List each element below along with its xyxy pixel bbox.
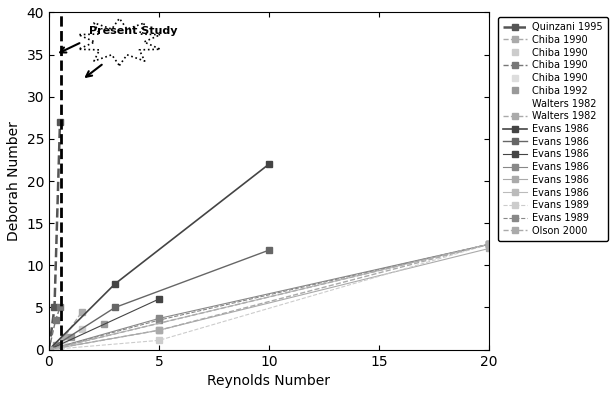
Evans 1986 (46, 347, 53, 352)
Evans 1986 (485, 242, 493, 246)
Evans 1986 (111, 305, 119, 310)
Evans 1986 (46, 347, 53, 352)
Evans 1986 (485, 246, 493, 251)
Evans 1986 (155, 297, 162, 301)
Line: Evans 1989: Evans 1989 (46, 241, 491, 352)
Line: Evans 1986: Evans 1986 (46, 246, 491, 352)
Y-axis label: Deborah Number: Deborah Number (7, 121, 21, 241)
Chiba 1990 (46, 347, 53, 352)
Line: Evans 1989: Evans 1989 (46, 241, 491, 352)
Walters 1982 (155, 328, 162, 333)
Line: Walters 1982: Walters 1982 (46, 241, 491, 352)
Evans 1986 (111, 282, 119, 286)
Chiba 1990 (46, 347, 53, 352)
Evans 1989 (155, 338, 162, 343)
Chiba 1990 (57, 305, 64, 310)
Line: Chiba 1990: Chiba 1990 (53, 340, 67, 351)
Chiba 1992 (100, 322, 108, 327)
Line: Quinzani 1995: Quinzani 1995 (46, 118, 63, 353)
Chiba 1992 (67, 335, 74, 339)
Chiba 1990 (61, 340, 68, 345)
Evans 1986 (46, 347, 53, 352)
Evans 1989 (155, 318, 162, 322)
Evans 1989 (46, 347, 53, 352)
Chiba 1990 (52, 318, 59, 322)
Text: Present Study: Present Study (89, 26, 177, 36)
Line: Evans 1986: Evans 1986 (46, 241, 491, 352)
Chiba 1992 (52, 343, 59, 348)
X-axis label: Reynolds Number: Reynolds Number (207, 374, 330, 388)
Evans 1989 (485, 242, 493, 246)
Line: Evans 1986: Evans 1986 (46, 161, 272, 353)
Evans 1989 (46, 347, 53, 352)
Line: Chiba 1990: Chiba 1990 (46, 305, 63, 352)
Evans 1986 (46, 347, 53, 352)
Legend: Quinzani 1995, Chiba 1990, Chiba 1990, Chiba 1990, Chiba 1990, Chiba 1992, Walte: Quinzani 1995, Chiba 1990, Chiba 1990, C… (498, 17, 608, 241)
Chiba 1990 (78, 309, 85, 314)
Chiba 1990 (57, 346, 64, 350)
Evans 1989 (485, 242, 493, 246)
Line: Chiba 1992: Chiba 1992 (53, 322, 107, 348)
Line: Evans 1986: Evans 1986 (46, 247, 272, 353)
Evans 1986 (265, 162, 272, 167)
Line: Evans 1986: Evans 1986 (46, 296, 162, 352)
Quinzani 1995 (57, 120, 64, 124)
Evans 1986 (155, 328, 162, 333)
Chiba 1990 (78, 326, 85, 331)
Evans 1986 (155, 316, 162, 321)
Walters 1982 (485, 242, 493, 246)
Quinzani 1995 (51, 305, 58, 310)
Evans 1986 (46, 347, 53, 352)
Quinzani 1995 (46, 347, 53, 352)
Line: Chiba 1990: Chiba 1990 (46, 309, 85, 352)
Chiba 1990 (52, 346, 59, 350)
Evans 1986 (265, 248, 272, 252)
Line: Chiba 1990: Chiba 1990 (57, 326, 85, 351)
Chiba 1990 (61, 335, 68, 339)
Walters 1982 (46, 347, 53, 352)
